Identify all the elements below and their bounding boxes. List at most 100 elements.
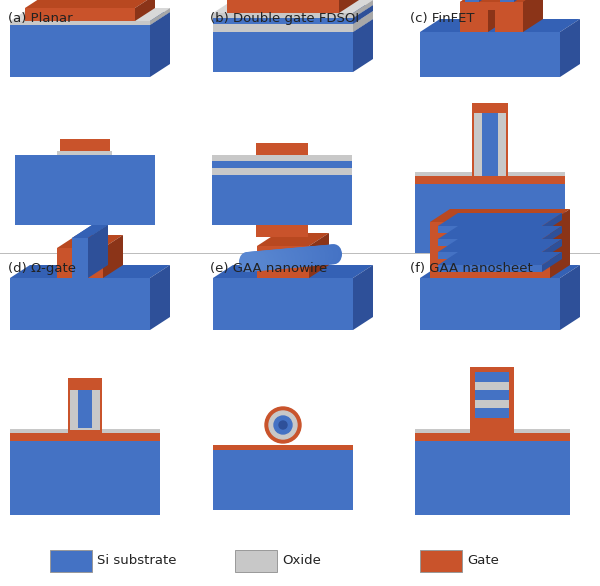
Polygon shape (353, 5, 373, 24)
Ellipse shape (255, 251, 271, 271)
Polygon shape (514, 0, 534, 32)
Bar (415, 433, 570, 441)
Polygon shape (542, 226, 562, 246)
Circle shape (279, 421, 287, 429)
Ellipse shape (302, 246, 318, 267)
Ellipse shape (304, 246, 319, 266)
Ellipse shape (283, 248, 299, 268)
Ellipse shape (284, 248, 300, 268)
Text: (e) GAA nanowire: (e) GAA nanowire (210, 262, 327, 275)
Bar (465, 0, 479, 32)
Polygon shape (257, 233, 329, 246)
Ellipse shape (263, 250, 279, 270)
Polygon shape (150, 12, 170, 77)
Polygon shape (488, 0, 508, 32)
Bar (57, 248, 103, 278)
Ellipse shape (248, 251, 265, 271)
Ellipse shape (281, 248, 297, 268)
Bar (495, 2, 523, 32)
Bar (470, 367, 514, 435)
Ellipse shape (262, 250, 278, 270)
Bar (475, 372, 509, 382)
Polygon shape (353, 11, 373, 32)
Bar (25, 8, 135, 21)
Bar (60, 139, 110, 151)
Ellipse shape (316, 245, 332, 265)
Bar (475, 382, 509, 390)
Bar (256, 225, 308, 237)
Polygon shape (353, 0, 373, 18)
Bar (72, 238, 88, 278)
Bar (72, 238, 88, 278)
Polygon shape (103, 235, 123, 278)
Bar (420, 550, 462, 572)
Polygon shape (523, 0, 543, 32)
Ellipse shape (318, 245, 334, 265)
Ellipse shape (300, 247, 316, 267)
Bar (10, 429, 160, 433)
Bar (500, 0, 514, 2)
Ellipse shape (323, 244, 339, 264)
Text: Si substrate: Si substrate (97, 554, 176, 567)
Polygon shape (213, 19, 373, 32)
Bar (78, 378, 92, 433)
Bar (415, 183, 565, 253)
Bar (235, 550, 277, 572)
Bar (415, 172, 565, 176)
Bar (227, 0, 339, 13)
Ellipse shape (274, 249, 290, 269)
Ellipse shape (254, 251, 269, 271)
Text: Gate: Gate (467, 554, 499, 567)
Ellipse shape (245, 251, 262, 271)
Polygon shape (560, 19, 580, 77)
Ellipse shape (307, 246, 323, 266)
Bar (474, 113, 506, 176)
Bar (213, 278, 353, 330)
Bar (212, 161, 352, 168)
Text: (f) GAA nanosheet: (f) GAA nanosheet (410, 262, 533, 275)
Bar (10, 440, 160, 515)
Ellipse shape (271, 249, 287, 269)
Polygon shape (438, 252, 562, 265)
Ellipse shape (289, 247, 305, 268)
Ellipse shape (308, 246, 324, 266)
Bar (482, 103, 498, 183)
Polygon shape (438, 226, 562, 239)
Polygon shape (542, 252, 562, 272)
Bar (57, 151, 112, 155)
Polygon shape (438, 213, 562, 226)
Ellipse shape (321, 244, 337, 265)
Bar (472, 103, 508, 113)
Polygon shape (72, 225, 108, 238)
Ellipse shape (241, 252, 257, 272)
Ellipse shape (244, 251, 260, 271)
Bar (50, 550, 92, 572)
Bar (460, 2, 488, 32)
Bar (438, 239, 542, 246)
Ellipse shape (259, 250, 274, 270)
Ellipse shape (247, 251, 263, 271)
Bar (68, 378, 102, 390)
Bar (475, 408, 509, 418)
Bar (92, 378, 102, 433)
Polygon shape (339, 0, 359, 13)
Bar (10, 278, 150, 330)
Bar (213, 32, 353, 72)
Polygon shape (542, 239, 562, 259)
Bar (420, 32, 560, 77)
Bar (472, 103, 482, 176)
Ellipse shape (311, 246, 328, 265)
Ellipse shape (313, 246, 329, 265)
Polygon shape (10, 265, 170, 278)
Ellipse shape (257, 250, 273, 270)
Polygon shape (479, 0, 499, 2)
Polygon shape (550, 209, 570, 278)
Circle shape (265, 407, 301, 443)
Ellipse shape (278, 248, 293, 268)
Circle shape (269, 411, 297, 439)
Bar (68, 378, 78, 433)
Bar (415, 429, 570, 433)
Bar (465, 0, 479, 2)
Bar (70, 429, 100, 433)
Text: (b) Double gate FDSOI: (b) Double gate FDSOI (210, 12, 359, 25)
